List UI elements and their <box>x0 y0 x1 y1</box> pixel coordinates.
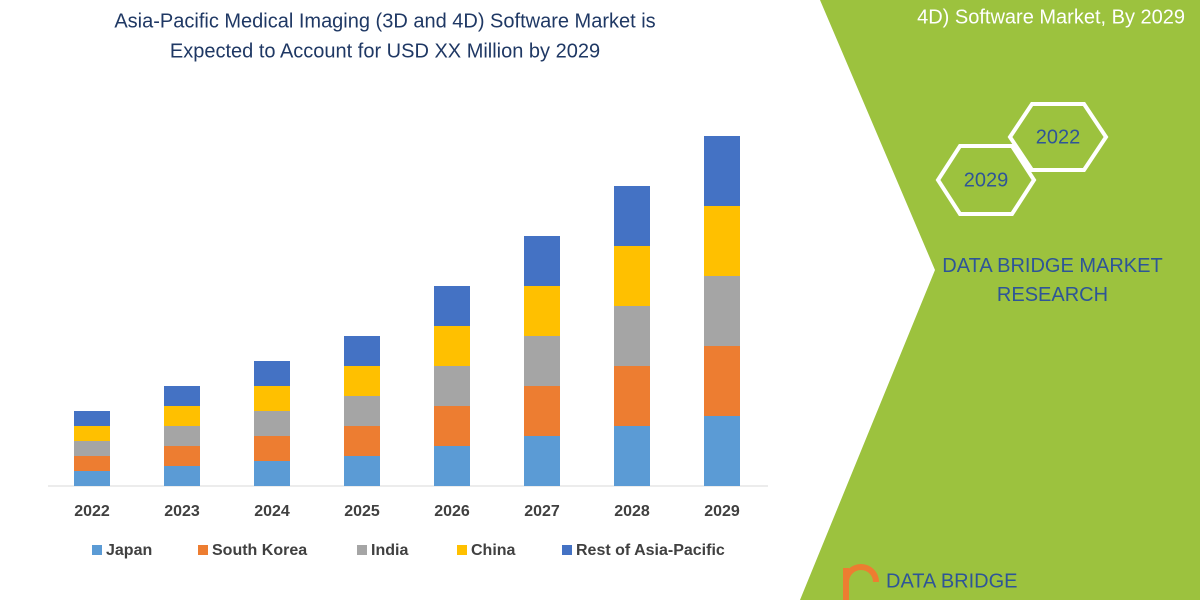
bar-segment <box>614 426 650 486</box>
chart-title-line2: Expected to Account for USD XX Million b… <box>170 40 600 62</box>
hex-label: 2029 <box>964 169 1009 191</box>
bar-segment <box>344 426 380 456</box>
bar-segment <box>524 386 560 436</box>
bar-segment <box>254 386 290 411</box>
bar-segment <box>74 471 110 486</box>
chart-title: Asia-Pacific Medical Imaging (3D and 4D)… <box>114 10 655 32</box>
brand: DATA BRIDGE MARKET RESEARCH <box>942 255 1163 306</box>
bar-segment <box>434 326 470 366</box>
bar-segment <box>74 411 110 426</box>
bar-segment <box>254 411 290 436</box>
x-tick-label: 2023 <box>164 503 200 520</box>
side-panel <box>800 0 1200 600</box>
bar-segment <box>344 396 380 426</box>
legend-label: India <box>371 542 408 559</box>
bar-segment <box>74 426 110 441</box>
bar-segment <box>704 416 740 486</box>
hexagon <box>1007 102 1109 172</box>
legend-label: Rest of Asia-Pacific <box>576 542 725 559</box>
bar-segment <box>254 461 290 486</box>
x-tick-label: 2029 <box>704 503 740 520</box>
bar-segment <box>524 286 560 336</box>
bar-segment <box>344 456 380 486</box>
x-tick-label: 2028 <box>614 503 650 520</box>
bar-segment <box>704 276 740 346</box>
bar-segment <box>524 236 560 286</box>
bar-segment <box>254 361 290 386</box>
bar-segment <box>164 426 200 446</box>
bar-segment <box>434 286 470 326</box>
bar-segment <box>74 456 110 471</box>
x-tick-label: 2024 <box>254 503 290 520</box>
x-tick-label: 2027 <box>524 503 560 520</box>
bar-segment <box>614 186 650 246</box>
legend-swatch <box>198 545 208 555</box>
x-tick-label: 2026 <box>434 503 470 520</box>
x-tick-label: 2025 <box>344 503 380 520</box>
bar-segment <box>344 336 380 366</box>
bar-segment <box>524 336 560 386</box>
bar-segment <box>524 436 560 486</box>
bar-segment <box>434 446 470 486</box>
bar-segment <box>164 406 200 426</box>
logo-icon <box>843 564 879 600</box>
bar-segment <box>74 441 110 456</box>
bar-segment <box>614 366 650 426</box>
bar-segment <box>704 206 740 276</box>
bar-segment <box>164 446 200 466</box>
legend-swatch <box>562 545 572 555</box>
bar-segment <box>704 346 740 416</box>
hexagon <box>935 144 1037 216</box>
bar-segment <box>614 306 650 366</box>
bar-segment <box>164 466 200 486</box>
x-tick-label: 2022 <box>74 503 110 520</box>
bar-segment <box>254 436 290 461</box>
logo-text: DATA BRIDGE <box>886 570 1018 592</box>
bar-segment <box>434 406 470 446</box>
hex-label: 2022 <box>1036 126 1081 148</box>
bar-segment <box>434 366 470 406</box>
legend-swatch <box>357 545 367 555</box>
legend-swatch <box>92 545 102 555</box>
legend-label: Japan <box>106 542 152 559</box>
bar-segment <box>344 366 380 396</box>
bar-segment <box>704 136 740 206</box>
legend-swatch <box>457 545 467 555</box>
bar-segment <box>164 386 200 406</box>
panel-heading: 4D) Software Market, By 2029 <box>917 6 1185 28</box>
bar-segment <box>614 246 650 306</box>
legend-label: China <box>471 542 516 559</box>
legend-label: South Korea <box>212 542 307 559</box>
brand-box: DATA BRIDGE MARKET RESEARCH <box>942 255 1163 306</box>
